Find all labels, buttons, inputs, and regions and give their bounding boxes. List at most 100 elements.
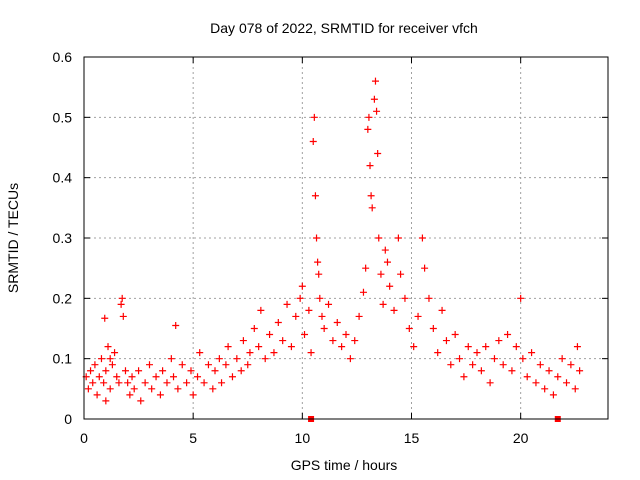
data-point (163, 379, 171, 387)
data-point (460, 373, 468, 381)
data-point (499, 361, 507, 369)
data-point (211, 367, 219, 375)
data-point (167, 355, 175, 363)
data-point (504, 331, 512, 339)
data-point (159, 367, 167, 375)
data-point (558, 355, 566, 363)
data-point (224, 343, 232, 351)
data-point (257, 306, 265, 314)
data-point (359, 288, 367, 296)
data-point (519, 355, 527, 363)
data-point (246, 349, 254, 357)
data-points (82, 77, 584, 422)
data-point (194, 373, 202, 381)
data-point (523, 373, 531, 381)
data-point (196, 349, 204, 357)
data-point (541, 385, 549, 393)
data-point (545, 367, 553, 375)
data-point (368, 204, 376, 212)
data-point (183, 379, 191, 387)
data-point (401, 294, 409, 302)
data-point (379, 300, 387, 308)
data-point (239, 337, 247, 345)
data-point (130, 385, 138, 393)
data-point (451, 331, 459, 339)
y-tick-label: 0.2 (53, 290, 73, 306)
data-point (209, 385, 217, 393)
data-point (532, 379, 540, 387)
data-point (429, 325, 437, 332)
y-tick-label: 0.3 (53, 230, 73, 246)
data-point (100, 379, 108, 387)
data-point (447, 361, 455, 369)
data-point (365, 113, 373, 121)
data-point (563, 379, 571, 387)
data-point (464, 343, 472, 351)
data-point (118, 294, 126, 302)
data-point (386, 282, 394, 290)
data-point (528, 349, 536, 357)
y-axis-title: SRMTID / TECUs (5, 183, 21, 293)
data-point (362, 264, 370, 272)
data-point (187, 367, 195, 375)
data-point (320, 325, 328, 332)
data-point (146, 361, 153, 369)
data-point (490, 355, 498, 363)
data-point (244, 361, 252, 369)
data-point (536, 361, 544, 369)
data-point (174, 385, 182, 393)
y-tick-label: 0 (64, 411, 72, 427)
data-point (218, 379, 226, 387)
data-point (425, 294, 433, 302)
data-point (170, 373, 178, 381)
data-point (482, 343, 490, 351)
data-point (469, 361, 477, 369)
data-point (137, 397, 145, 405)
data-point (124, 379, 132, 387)
data-point (517, 294, 525, 302)
data-point (108, 361, 116, 369)
data-point (377, 270, 385, 278)
data-point (95, 373, 103, 381)
y-tick-label: 0.5 (53, 109, 73, 125)
data-point (567, 361, 575, 369)
x-tick-label: 5 (189, 430, 197, 446)
data-point (405, 325, 413, 332)
y-tick-label: 0.6 (53, 49, 73, 65)
data-point (367, 192, 375, 200)
data-point (370, 95, 378, 103)
data-point (135, 367, 143, 375)
x-tick-label: 15 (404, 430, 420, 446)
data-point (329, 337, 337, 345)
data-point (261, 355, 269, 363)
data-point (333, 318, 341, 326)
data-point (390, 306, 398, 314)
data-point (381, 246, 389, 254)
axis-ticks: 0 5 10 15 20 0 0.1 0.2 0.3 0.4 0.5 0.6 (53, 49, 608, 446)
data-point (318, 312, 326, 320)
data-point (346, 355, 354, 363)
data-point (374, 150, 382, 158)
data-point (315, 270, 323, 278)
data-point (410, 343, 418, 351)
data-point (571, 385, 579, 393)
data-point (434, 349, 442, 357)
data-point (338, 343, 346, 351)
data-point (91, 361, 99, 369)
data-point (222, 361, 230, 369)
data-point (266, 331, 274, 339)
data-point (305, 306, 313, 314)
data-point (298, 282, 306, 290)
data-point (113, 373, 121, 381)
data-point (200, 379, 208, 387)
data-point (172, 321, 180, 329)
data-point (237, 367, 245, 375)
data-point (156, 391, 164, 399)
data-point (121, 367, 129, 375)
data-point (442, 337, 450, 345)
data-point (101, 314, 109, 322)
data-point (102, 397, 110, 405)
data-point (97, 355, 105, 363)
data-point (106, 385, 114, 393)
